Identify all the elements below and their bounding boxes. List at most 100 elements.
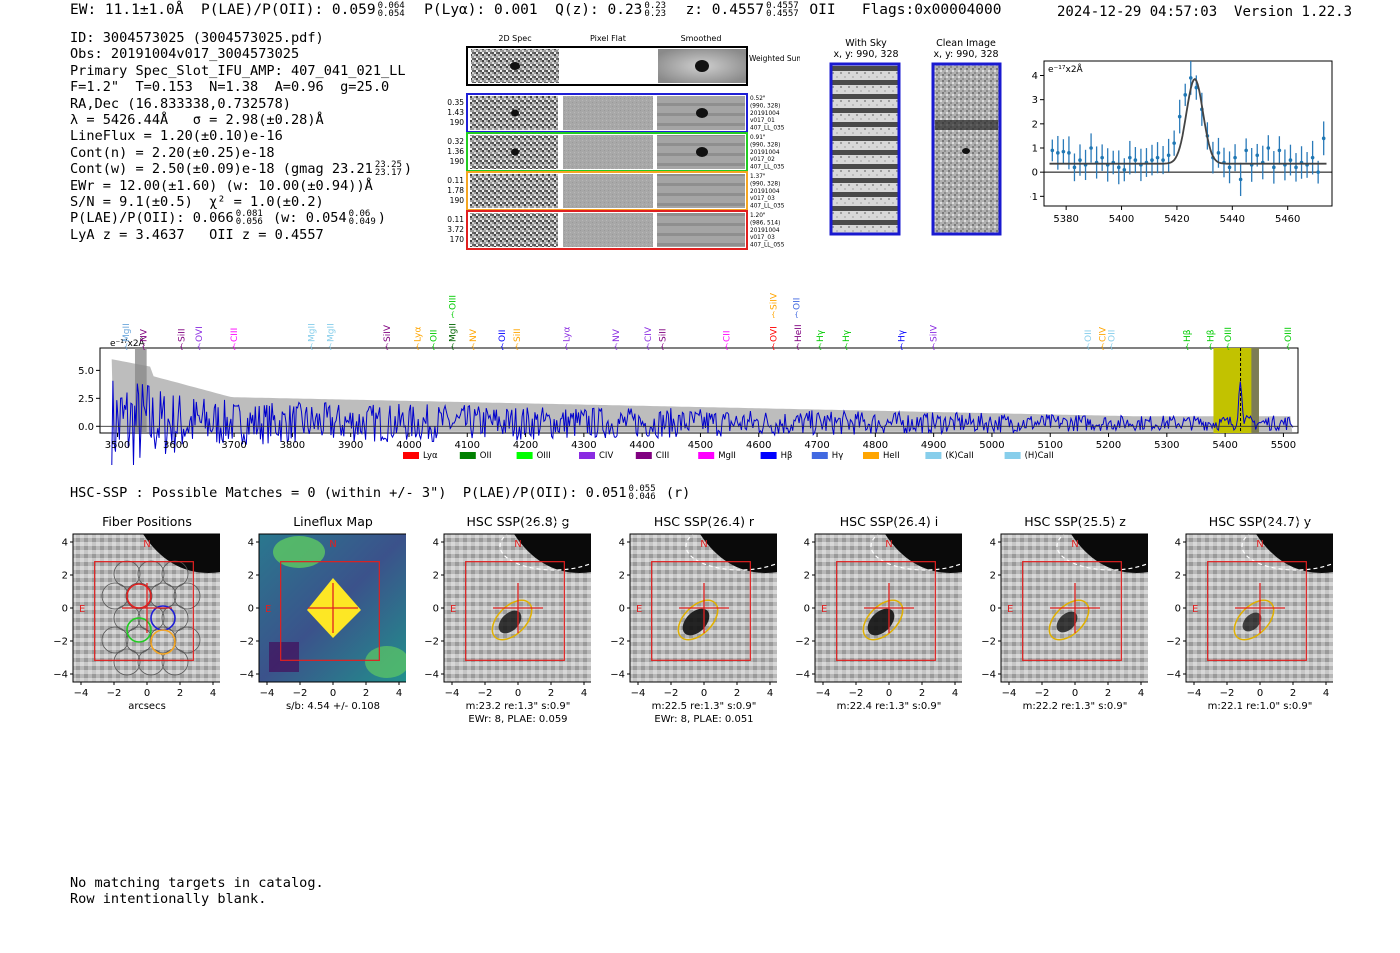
panel-ytick-label: 2: [62, 571, 68, 582]
legend-item: (H)CaII: [1004, 451, 1054, 461]
panel-ytick-label: 2: [433, 571, 439, 582]
panel-xtick-label: −4: [1001, 688, 1016, 699]
fit-xtick-label: 5420: [1164, 214, 1189, 225]
row-2-right-1: (990, 328): [750, 142, 780, 148]
spec-xtick-label: 5300: [1154, 440, 1179, 451]
legend-label: Lyα: [423, 451, 438, 461]
panel-ytick-label: 0: [804, 604, 810, 615]
plae-w-lo: 0.049: [348, 217, 376, 228]
north-label: N: [143, 539, 150, 550]
line-marker-brace: {: [179, 343, 183, 351]
fit-point: [1238, 177, 1243, 182]
aperture-ellipse: [1048, 599, 1089, 641]
panel-title: HSC SSP(26.4) i: [840, 514, 938, 529]
fit-point: [1255, 153, 1260, 158]
panel-xtick-label: 2: [177, 688, 183, 699]
line-marker-MgII: MgII{: [449, 323, 459, 351]
fiber-circle: [101, 626, 129, 654]
line-marker-OII: OII{: [498, 330, 508, 351]
line-marker-label: OVI: [769, 326, 779, 342]
row-2-right-3: v017_02: [750, 157, 775, 163]
line-marker-label: CIII: [230, 328, 240, 342]
fiber-circle: [137, 648, 165, 676]
panel-ytick-label: 4: [62, 538, 68, 549]
panel-xtick-label: −2: [292, 688, 307, 699]
cutout-grid: 2D Spec Pixel Flat Smoothed Weighted Sum…: [447, 34, 800, 250]
image-panels: Fiber Positions N E −4 4 −2 2 0 0 2 −2 4 −4 arcsecs Li…: [40, 510, 1360, 725]
version: Version 1.22.3: [1234, 4, 1353, 20]
fit-gaussian-curve: [1049, 77, 1327, 165]
row-2-right-2: 20191004: [750, 150, 780, 156]
panel-xtick-label: 0: [144, 688, 150, 699]
legend-label: HeII: [883, 451, 900, 461]
panel-xtick-label: −2: [107, 688, 122, 699]
panel-ytick-label: 0: [989, 604, 995, 615]
panel-xtick-label: −4: [259, 688, 274, 699]
bright-star: [514, 534, 591, 573]
north-label: N: [329, 539, 336, 550]
panel-xtick-label: 0: [886, 688, 892, 699]
row-4-left-0: 0.11: [447, 215, 464, 224]
line-marker-CIV: CIV{: [1099, 326, 1109, 351]
z-line: OII: [809, 2, 836, 18]
legend-swatch: [925, 452, 942, 459]
line-marker-OII: OII{: [429, 330, 439, 351]
line-marker-label: NV: [612, 328, 622, 342]
ew-value: EW: 11.1±1.0Å: [70, 2, 184, 18]
col-title-2dspec: 2D Spec: [498, 34, 531, 43]
with-sky-coords: x, y: 990, 328: [833, 49, 899, 60]
hsc-band: (r): [665, 485, 691, 501]
search-box: [94, 561, 194, 661]
panel-ytick-label: −4: [239, 670, 254, 681]
north-label: N: [885, 539, 892, 550]
fit-point: [1216, 151, 1221, 155]
line-marker-label: OII: [1084, 330, 1094, 342]
col-title-pixelflat: Pixel Flat: [590, 34, 626, 43]
panel-xtick-label: 0: [329, 688, 335, 699]
datetime: 2024-12-29 04:57:03: [1057, 4, 1218, 20]
line-marker-brace: {: [385, 343, 389, 351]
fit-point: [1244, 148, 1248, 153]
line-marker-Hγ: Hγ{: [898, 329, 908, 351]
search-box: [1021, 561, 1122, 661]
legend-swatch: [863, 452, 879, 459]
fit-ytick-label: 3: [1032, 95, 1038, 106]
line-marker-label: OVI: [195, 326, 205, 342]
line-marker-label: CIV: [1099, 326, 1109, 342]
panel-caption: m:23.2 re:1.3" s:0.9": [466, 701, 571, 712]
aperture-ellipse: [491, 599, 533, 641]
panel-ytick-label: 4: [433, 538, 439, 549]
line-marker-brace: {: [818, 343, 822, 351]
fit-point: [1078, 158, 1082, 162]
fiber-circle: [113, 560, 141, 588]
with-sky-label: With Sky: [845, 38, 887, 49]
line-marker-label: SiIV: [769, 292, 779, 310]
legend-swatch: [811, 452, 828, 459]
timestamp-version: 2024-12-29 04:57:03 Version 1.22.3: [1057, 4, 1352, 20]
panel-ytick-label: 4: [804, 538, 810, 549]
col-title-smoothed: Smoothed: [681, 34, 722, 43]
with-sky-image: [829, 62, 901, 236]
panel-image-7: HSC SSP(24.7) y N E −4 4 −2 2 0 0 2 −2 4 −4 m:22.1 re…: [1166, 514, 1333, 712]
fit-point: [1122, 167, 1127, 172]
row-4-left-1: 3.72: [447, 225, 464, 234]
fit-point: [1294, 165, 1298, 170]
line-marker-label: MgII: [449, 323, 459, 342]
line-marker-brace: {: [124, 343, 128, 351]
panel-xtick-label: −2: [1034, 688, 1049, 699]
line-marker-OIII: OIII{: [1224, 327, 1234, 351]
z-value: z: 0.4557: [685, 2, 765, 18]
panel-ytick-label: 0: [247, 604, 253, 615]
line-marker-brace: {: [1226, 343, 1230, 351]
line-marker-brace: {: [931, 343, 935, 351]
fit-ytick-label: 2: [1032, 119, 1038, 130]
line-marker-SiII: SiII{: [178, 328, 188, 351]
fit-point: [1061, 149, 1066, 154]
qz-hi: 0.23: [644, 1, 667, 11]
summary-header: EW: 11.1±1.0Å P(LAE)/P(OII): 0.059 0.064 0…: [70, 1, 1002, 19]
clean-image: [931, 62, 1002, 236]
line-marker-brace: {: [1286, 343, 1290, 351]
catalog-note: No matching targets in catalog. Row inten…: [70, 875, 324, 907]
panel-xtick-label: 4: [1323, 688, 1329, 699]
line-marker-Lyα: Lyα{: [562, 326, 572, 351]
